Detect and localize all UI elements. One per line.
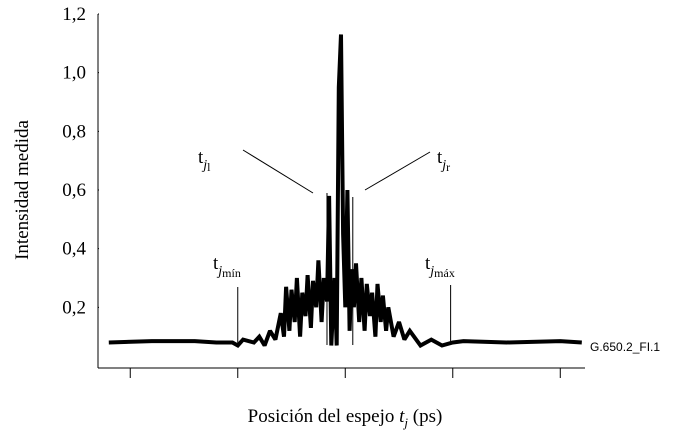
x-label-text: (ps) <box>408 406 442 427</box>
x-label-text: Posición del espejo <box>248 406 399 427</box>
figure-id: G.650.2_FI.1 <box>590 340 660 354</box>
y-tick-label: 1,2 <box>62 4 86 25</box>
x-label-var: t <box>399 406 405 427</box>
marker-pointer <box>364 151 431 191</box>
marker-label-var: j <box>440 158 446 173</box>
y-tick-label: 1,0 <box>62 63 86 84</box>
marker-label-sub: máx <box>434 266 455 280</box>
marker-label-var: j <box>201 158 207 173</box>
y-tick-label: 0,2 <box>62 297 86 318</box>
y-tick-label: 0,6 <box>62 180 86 201</box>
marker-label-t: t <box>213 253 219 274</box>
y-tick-label: 0,8 <box>62 121 86 142</box>
x-label-sub: j <box>402 415 408 430</box>
marker-label: tjl <box>198 147 211 174</box>
marker-label-t: t <box>198 147 204 168</box>
marker-label-var: j <box>216 264 222 279</box>
data-line <box>108 34 582 349</box>
marker-label: tjmín <box>213 253 241 280</box>
marker-label: tjr <box>437 147 450 174</box>
marker-label-var: j <box>428 264 434 279</box>
marker-label-sub: r <box>446 160 450 174</box>
y-axis-label: Intensidad medida <box>12 120 33 260</box>
marker-label-t: t <box>425 253 431 274</box>
y-tick-label: 0,4 <box>62 239 86 260</box>
marker-pointer <box>242 149 314 194</box>
marker-label: tjmáx <box>425 253 455 280</box>
marker-label-sub: mín <box>222 266 241 280</box>
marker-label-sub: l <box>207 160 211 174</box>
marker-label-t: t <box>437 147 443 168</box>
x-axis-label: Posición del espejo tj (ps) <box>248 406 443 430</box>
